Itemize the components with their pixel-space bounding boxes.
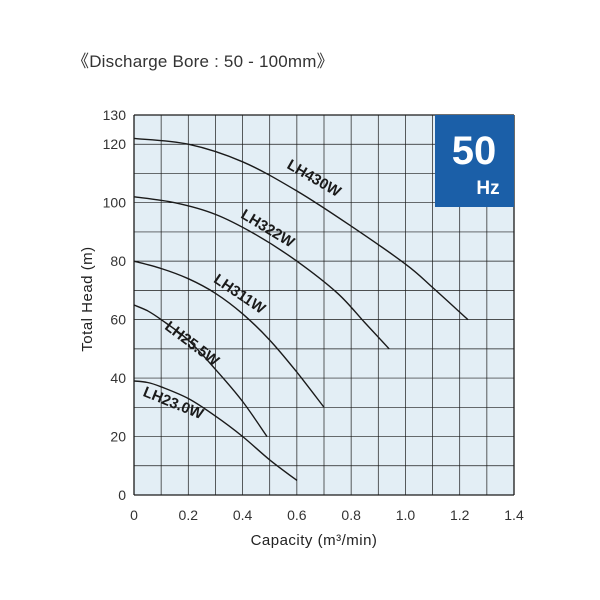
y-tick-label: 100 (103, 195, 127, 211)
y-tick-label: 0 (118, 487, 126, 503)
x-tick-label: 0.6 (287, 507, 307, 523)
x-tick-label: 1.4 (504, 507, 524, 523)
curve-lh322w (133, 196, 390, 350)
y-tick-label: 60 (110, 312, 126, 328)
y-tick-label: 130 (103, 107, 127, 123)
performance-curves (133, 137, 469, 481)
x-tick-label: 0 (130, 507, 138, 523)
frequency-badge: 50 Hz (435, 115, 514, 207)
y-axis-title: Total Head (m) (79, 246, 96, 351)
x-axis-ticks: 0 0.2 0.4 0.6 0.8 1.0 1.2 1.4 (130, 507, 524, 523)
curve-lh430w (133, 137, 469, 321)
x-tick-label: 1.0 (396, 507, 416, 523)
frequency-badge-background (435, 115, 514, 207)
x-tick-label: 0.4 (233, 507, 253, 523)
frequency-badge-unit: Hz (476, 178, 499, 199)
y-tick-label: 40 (110, 370, 126, 386)
y-tick-label: 80 (110, 253, 126, 269)
x-tick-label: 0.2 (179, 507, 199, 523)
curve-lh25-5w (133, 304, 268, 437)
frequency-badge-value: 50 (452, 129, 497, 173)
x-tick-label: 1.2 (450, 507, 470, 523)
curve-lh23-0w (133, 380, 298, 481)
y-tick-label: 20 (110, 429, 126, 445)
curve-lh311w (133, 260, 325, 408)
y-axis-ticks: 0 20 40 60 80 100 120 130 (103, 107, 127, 503)
x-axis-title: Capacity (m³/min) (251, 532, 378, 549)
chart-heading: 《Discharge Bore : 50 - 100mm》 (72, 52, 334, 71)
x-tick-label: 0.8 (341, 507, 361, 523)
y-tick-label: 120 (103, 136, 127, 152)
